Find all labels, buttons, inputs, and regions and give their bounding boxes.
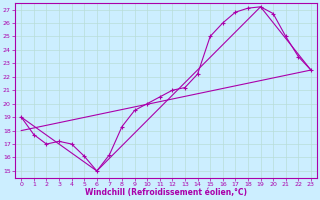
X-axis label: Windchill (Refroidissement éolien,°C): Windchill (Refroidissement éolien,°C) <box>85 188 247 197</box>
